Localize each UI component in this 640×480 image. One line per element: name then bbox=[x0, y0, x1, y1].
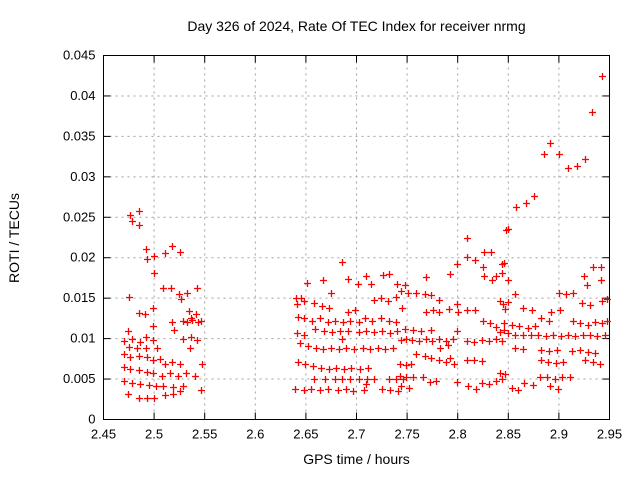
y-tick-label: 0.025 bbox=[63, 209, 96, 224]
y-tick-label: 0.01 bbox=[70, 331, 95, 346]
y-tick-label: 0.02 bbox=[70, 250, 95, 265]
y-tick-label: 0.04 bbox=[70, 88, 95, 103]
x-tick-label: 2.65 bbox=[293, 427, 318, 442]
y-tick-label: 0.015 bbox=[63, 290, 96, 305]
x-tick-label: 2.75 bbox=[394, 427, 419, 442]
x-tick-label: 2.8 bbox=[449, 427, 467, 442]
x-tick-label: 2.5 bbox=[145, 427, 163, 442]
x-tick-label: 2.95 bbox=[597, 427, 622, 442]
x-tick-label: 2.45 bbox=[91, 427, 116, 442]
y-tick-label: 0.045 bbox=[63, 48, 96, 63]
x-tick-label: 2.7 bbox=[347, 427, 365, 442]
y-tick-label: 0 bbox=[88, 412, 95, 427]
x-tick-label: 2.85 bbox=[496, 427, 521, 442]
x-tick-label: 2.9 bbox=[550, 427, 568, 442]
x-axis-label: GPS time / hours bbox=[303, 451, 410, 467]
y-tick-label: 0.035 bbox=[63, 128, 96, 143]
x-tick-label: 2.55 bbox=[192, 427, 217, 442]
y-tick-label: 0.03 bbox=[70, 169, 95, 184]
y-tick-label: 0.005 bbox=[63, 371, 96, 386]
chart-title: Day 326 of 2024, Rate Of TEC Index for r… bbox=[187, 18, 526, 34]
x-tick-label: 2.6 bbox=[246, 427, 264, 442]
scatter-points bbox=[121, 73, 611, 402]
